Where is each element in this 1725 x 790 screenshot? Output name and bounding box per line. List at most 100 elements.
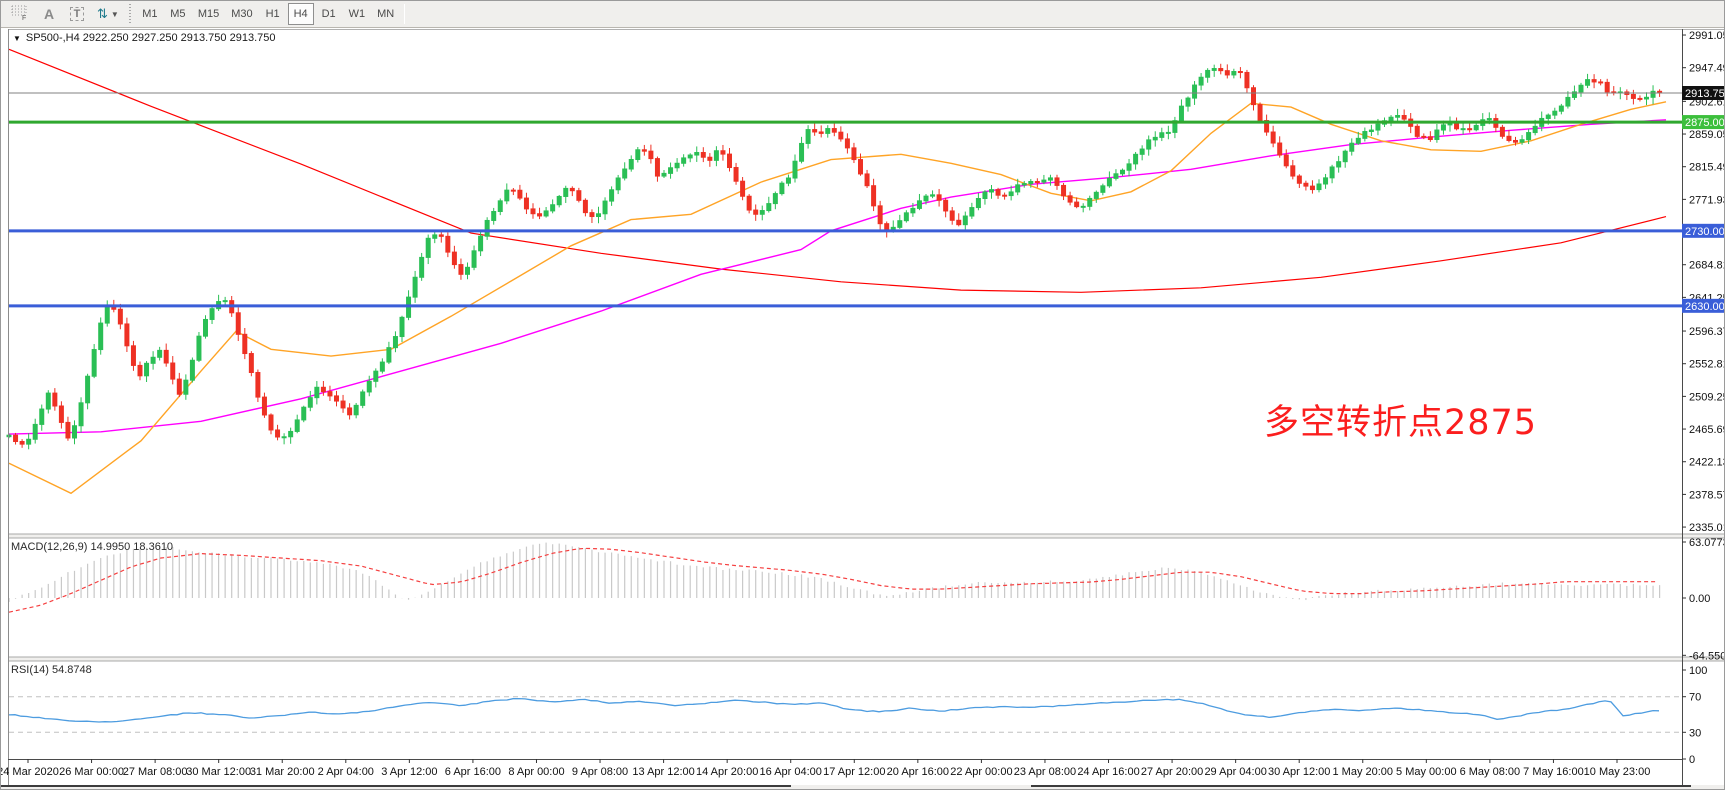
candle-body: [45, 392, 51, 410]
time-tick-label: 5 May 00:00: [1396, 766, 1457, 778]
candle-body: [700, 152, 706, 158]
timeframe-button-M1[interactable]: M1: [137, 3, 163, 25]
candle-body: [766, 203, 772, 212]
candle-body: [779, 182, 785, 195]
candle-body: [1277, 142, 1283, 156]
candle-body: [1061, 184, 1067, 197]
price-tick-label: 2771.930: [1689, 194, 1725, 206]
time-tick-label: 22 Apr 00:00: [950, 766, 1012, 778]
bottom-scrollbar[interactable]: [1, 785, 1724, 789]
timeframe-button-H1[interactable]: H1: [260, 3, 286, 25]
candle-body: [543, 210, 549, 217]
timeframe-button-H4[interactable]: H4: [287, 3, 314, 25]
price-tick-label: 2684.810: [1689, 260, 1725, 272]
time-tick-label: 26 Mar 00:00: [59, 766, 124, 778]
grid-f-icon-button[interactable]: F: [6, 3, 34, 25]
chart-annotation-text[interactable]: 多空转折点2875: [1264, 403, 1538, 443]
candle-body: [851, 147, 857, 161]
symbol-ohlc-text: SP500-,H4 2922.250 2927.250 2913.750 291…: [25, 32, 276, 44]
toolbar: F A T ⇅ ▼ M1 M5 M15 M30 H1 H4 D1 W1 MN: [1, 1, 1724, 28]
price-box-label: 2913.750: [1685, 88, 1725, 100]
candle-body: [903, 212, 909, 222]
candle-body: [484, 219, 490, 237]
candle-body: [465, 266, 470, 275]
candle-body: [72, 425, 77, 439]
candle-body: [1185, 97, 1191, 107]
candle-body: [648, 150, 654, 160]
time-tick-label: 24 Mar 2020: [1, 766, 59, 778]
horizontal-lines-layer[interactable]: [9, 92, 1682, 308]
candle-body: [1486, 118, 1492, 121]
candle-body: [1034, 181, 1040, 184]
candle-body: [1604, 81, 1610, 93]
candle-body: [1421, 135, 1427, 138]
candle-body: [1355, 137, 1361, 144]
candle-body: [1545, 114, 1551, 119]
candle-body: [19, 441, 25, 445]
candle-body: [923, 195, 929, 202]
candle-body: [222, 300, 228, 303]
candle-body: [759, 210, 765, 215]
candle-body: [1349, 142, 1355, 152]
text-a-button[interactable]: A: [36, 3, 62, 25]
candle-body: [98, 322, 104, 351]
candle-body: [1329, 166, 1335, 179]
candle-body: [1165, 131, 1171, 134]
timeframe-button-D1[interactable]: D1: [316, 3, 342, 25]
candle-body: [1002, 194, 1008, 197]
timeframe-button-W1[interactable]: W1: [344, 3, 371, 25]
time-tick-label: 27 Mar 08:00: [123, 766, 188, 778]
time-tick-label: 3 Apr 12:00: [381, 766, 437, 778]
candle-body: [104, 306, 110, 324]
text-label-button[interactable]: T: [64, 3, 90, 25]
candle-body: [301, 406, 307, 421]
timeframe-button-M30[interactable]: M30: [226, 3, 257, 25]
price-box-2630.000: [1682, 298, 1724, 313]
candle-body: [1015, 184, 1021, 193]
candle-body: [1532, 125, 1538, 134]
candle-body: [275, 429, 281, 438]
candle-body: [235, 312, 241, 335]
candle-body: [1074, 201, 1080, 208]
candle-body: [1290, 165, 1296, 177]
candle-body: [314, 386, 320, 399]
candle-body: [1473, 124, 1479, 131]
price-box-label: 2875.000: [1685, 117, 1725, 129]
candle-body: [340, 400, 346, 409]
toolbar-drag-handle[interactable]: [127, 4, 133, 24]
candle-body: [799, 142, 805, 162]
price-axis[interactable]: 2991.0502947.4902902.6102859.0502815.490…: [1682, 30, 1725, 766]
timeframe-button-M15[interactable]: M15: [193, 3, 224, 25]
rsi-scale-label: 70: [1689, 692, 1701, 704]
candle-body: [550, 204, 556, 212]
rsi-indicator-label: RSI(14) 54.8748: [11, 664, 92, 676]
candle-body: [661, 172, 667, 177]
time-tick-label: 10 May 23:00: [1584, 766, 1651, 778]
chart-symbol-title[interactable]: ▼ SP500-,H4 2922.250 2927.250 2913.750 29…: [13, 32, 275, 44]
candle-body: [864, 173, 870, 187]
timeframe-button-MN[interactable]: MN: [372, 3, 399, 25]
candle-body: [419, 256, 425, 278]
candle-body: [261, 396, 267, 416]
timeframe-button-M5[interactable]: M5: [165, 3, 191, 25]
candle-body: [1571, 91, 1577, 98]
candle-body: [825, 128, 831, 134]
text-label-icon: T: [69, 7, 85, 21]
candle-body: [1120, 169, 1125, 175]
price-box-2875.000: [1682, 115, 1724, 130]
candle-body: [1133, 153, 1139, 165]
candle-body: [471, 250, 477, 268]
time-tick-label: 27 Apr 20:00: [1141, 766, 1203, 778]
candle-body: [1578, 84, 1584, 93]
time-tick-label: 29 Apr 04:00: [1204, 766, 1266, 778]
arrows-icon: ⇅: [97, 6, 108, 21]
candle-body: [537, 213, 543, 217]
symbol-dropdown-icon[interactable]: ▼: [13, 34, 21, 43]
candle-body: [602, 200, 608, 215]
candle-body: [733, 167, 739, 182]
ma-magenta: [8, 119, 1667, 435]
arrows-dropdown-button[interactable]: ⇅ ▼: [92, 3, 124, 25]
time-tick-label: 30 Mar 12:00: [186, 766, 251, 778]
